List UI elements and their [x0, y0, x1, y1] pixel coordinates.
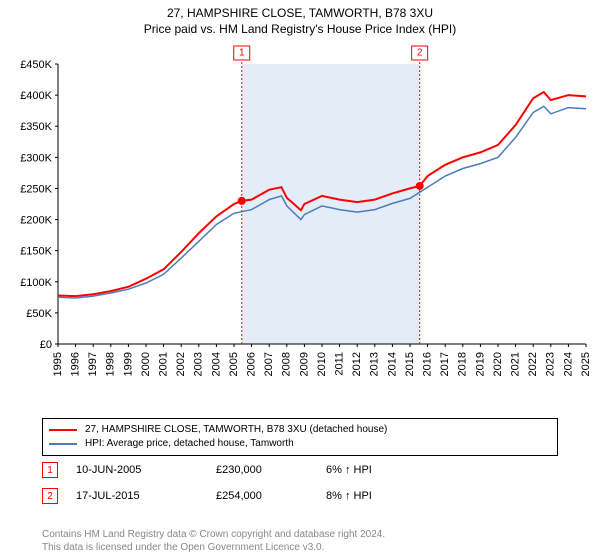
transaction-row: 1 10-JUN-2005 £230,000 6% ↑ HPI: [42, 462, 558, 478]
transaction-date: 17-JUL-2015: [76, 490, 216, 502]
x-axis-label: 2006: [246, 352, 258, 376]
footer-line-1: Contains HM Land Registry data © Crown c…: [42, 528, 558, 541]
x-axis-label: 2007: [263, 352, 275, 376]
x-axis-label: 2025: [580, 352, 592, 376]
transaction-pct-vs-hpi: 8% ↑ HPI: [326, 490, 426, 502]
x-axis-label: 1999: [122, 352, 134, 376]
transaction-marker: 2: [42, 488, 58, 504]
x-axis-label: 2022: [527, 352, 539, 376]
y-axis-label: £100K: [20, 277, 52, 289]
title-line-2: Price paid vs. HM Land Registry's House …: [0, 22, 600, 36]
sale-marker-number: 2: [417, 48, 423, 59]
transaction-price: £254,000: [216, 490, 326, 502]
x-axis-label: 2008: [281, 352, 293, 376]
legend-item-subject: 27, HAMPSHIRE CLOSE, TAMWORTH, B78 3XU (…: [49, 423, 551, 437]
x-axis-label: 2013: [369, 352, 381, 376]
sale-marker-dot: [238, 197, 246, 205]
transaction-row: 2 17-JUL-2015 £254,000 8% ↑ HPI: [42, 488, 558, 504]
y-axis-label: £50K: [26, 308, 52, 320]
x-axis-label: 2009: [298, 352, 310, 376]
x-axis-label: 2005: [228, 352, 240, 376]
transaction-price: £230,000: [216, 464, 326, 476]
x-axis-label: 2002: [175, 352, 187, 376]
sale-marker-dot: [416, 182, 424, 190]
y-axis-label: £250K: [20, 183, 52, 195]
legend-item-hpi: HPI: Average price, detached house, Tamw…: [49, 437, 551, 451]
x-axis-label: 2018: [457, 352, 469, 376]
y-axis-label: £200K: [20, 215, 52, 227]
legend-label-subject: 27, HAMPSHIRE CLOSE, TAMWORTH, B78 3XU (…: [85, 423, 387, 437]
legend-label-hpi: HPI: Average price, detached house, Tamw…: [85, 437, 294, 451]
x-axis-label: 2015: [404, 352, 416, 376]
y-axis-label: £150K: [20, 246, 52, 258]
legend-swatch-subject: [49, 429, 77, 431]
transaction-date: 10-JUN-2005: [76, 464, 216, 476]
x-axis-label: 2014: [386, 352, 398, 376]
x-axis-label: 2021: [510, 352, 522, 376]
title-block: 27, HAMPSHIRE CLOSE, TAMWORTH, B78 3XU P…: [0, 0, 600, 36]
legend-swatch-hpi: [49, 443, 77, 445]
x-axis-label: 2017: [439, 352, 451, 376]
x-axis-label: 2004: [210, 352, 222, 376]
x-axis-label: 1995: [52, 352, 64, 376]
y-axis-label: £0: [40, 339, 52, 351]
y-axis-label: £400K: [20, 90, 52, 102]
y-axis-label: £300K: [20, 152, 52, 164]
x-axis-label: 1996: [70, 352, 82, 376]
title-line-1: 27, HAMPSHIRE CLOSE, TAMWORTH, B78 3XU: [0, 6, 600, 20]
x-axis-label: 1997: [87, 352, 99, 376]
footer-line-2: This data is licensed under the Open Gov…: [42, 541, 558, 554]
x-axis-label: 1998: [105, 352, 117, 376]
x-axis-label: 2016: [422, 352, 434, 376]
y-axis-label: £350K: [20, 121, 52, 133]
legend: 27, HAMPSHIRE CLOSE, TAMWORTH, B78 3XU (…: [42, 418, 558, 456]
x-axis-label: 2024: [562, 352, 574, 376]
transaction-marker: 1: [42, 462, 58, 478]
x-axis-label: 2023: [545, 352, 557, 376]
sale-marker-number: 1: [239, 48, 245, 59]
x-axis-label: 2020: [492, 352, 504, 376]
footer-attribution: Contains HM Land Registry data © Crown c…: [42, 528, 558, 554]
x-axis-label: 2012: [351, 352, 363, 376]
y-axis-label: £450K: [20, 59, 52, 71]
x-axis-label: 2001: [158, 352, 170, 376]
price-chart: £0 £50K £100K £150K £200K £250K £300K £350K £400…: [8, 44, 592, 404]
x-axis-label: 2010: [316, 352, 328, 376]
x-axis-label: 2019: [474, 352, 486, 376]
x-axis-label: 2011: [334, 352, 346, 376]
x-axis-label: 2000: [140, 352, 152, 376]
transaction-pct-vs-hpi: 6% ↑ HPI: [326, 464, 426, 476]
x-axis-label: 2003: [193, 352, 205, 376]
